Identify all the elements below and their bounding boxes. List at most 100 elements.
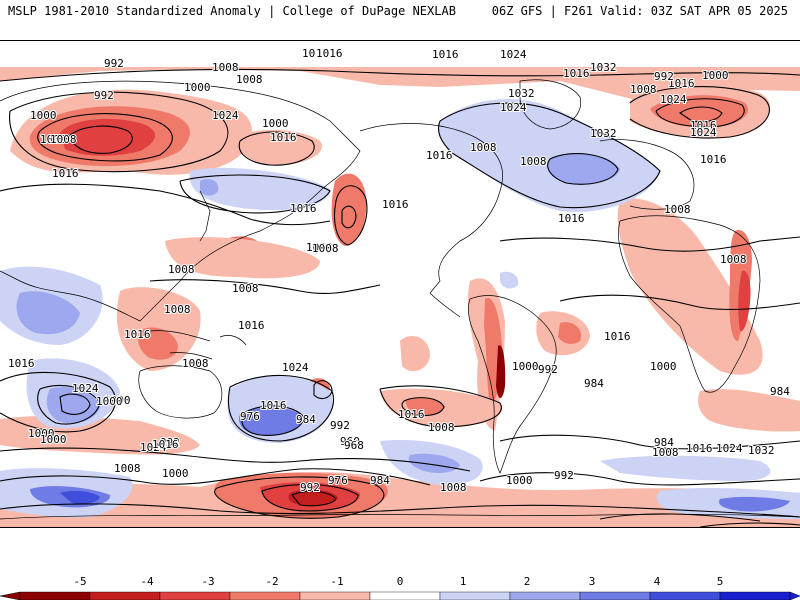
isobar-contour xyxy=(261,484,359,512)
isobar-label: 984 xyxy=(584,377,604,390)
isobar-label: 1016 xyxy=(563,67,590,80)
colorbar-segment xyxy=(19,591,91,600)
isobar-contour xyxy=(0,447,471,472)
isobar-label: 1008 xyxy=(470,141,497,154)
isobar-label: 1016 xyxy=(700,153,727,166)
isobar-label: 1008 xyxy=(312,242,339,255)
isobar-contour xyxy=(228,374,335,442)
isobar-label: 1016 xyxy=(686,442,713,455)
colorbar-segment xyxy=(439,591,511,600)
isobar-label: 1000 xyxy=(184,81,211,94)
coastline xyxy=(149,330,247,360)
anomaly-region xyxy=(16,291,80,335)
isobar-label: 1016 xyxy=(432,48,459,61)
isobar-label: 1024 xyxy=(212,109,239,122)
colorbar-segment xyxy=(159,591,231,600)
isobar-contour xyxy=(333,185,368,246)
isobar-contour xyxy=(37,113,173,162)
isobar-label: 976 xyxy=(328,474,348,487)
anomaly-region xyxy=(405,397,445,416)
isobar-label: 1032 xyxy=(508,87,535,100)
anomaly-colorbar xyxy=(0,591,800,600)
colorbar-tick-label: 2 xyxy=(523,575,531,588)
colorbar-segment xyxy=(509,591,581,600)
isobar-label: 1016 xyxy=(152,438,179,451)
isobar-label: 992 xyxy=(94,89,114,102)
colorbar-arrow-right xyxy=(789,591,800,600)
isobar-contour xyxy=(0,468,431,486)
isobar-label: 1000 xyxy=(650,360,677,373)
isobar-contour xyxy=(499,434,800,450)
anomaly-region xyxy=(547,153,620,185)
isobar-label: 1024 xyxy=(72,382,99,395)
isobar-contour xyxy=(37,384,101,425)
isobar-label: 1024 xyxy=(660,93,687,106)
isobar-label: 1016 xyxy=(260,399,287,412)
isobar-contour xyxy=(341,205,357,229)
isobar-label: 1032 xyxy=(590,127,617,140)
anomaly-region xyxy=(0,472,800,527)
isobar-label: 1000 xyxy=(28,427,55,440)
isobar-label: 1016 xyxy=(426,149,453,162)
coastline xyxy=(618,215,761,393)
isobar-contour xyxy=(699,522,800,527)
isobar-contour xyxy=(179,174,331,214)
colorbar-tick-label: 5 xyxy=(716,575,724,588)
anomaly-region xyxy=(165,237,320,279)
isobar-label: 1008 xyxy=(114,462,141,475)
isobar-label: 1016 xyxy=(8,357,35,370)
isobar-label: 1008 xyxy=(50,133,77,146)
isobar-label: 976 xyxy=(240,410,260,423)
colorbar-segment xyxy=(579,591,651,600)
colorbar-tick-label: -4 xyxy=(140,575,154,588)
isobar-label: 1000 xyxy=(104,394,131,407)
isobar-contour xyxy=(479,472,800,486)
isobar-contour xyxy=(379,385,502,428)
coastline xyxy=(519,79,582,130)
map-title: MSLP 1981-2010 Standardized Anomaly | Co… xyxy=(8,4,456,18)
colorbar-segment xyxy=(89,591,161,600)
isobar-label: 1024 xyxy=(690,126,717,139)
colorbar-tick-label: 1 xyxy=(459,575,467,588)
isobar-label: 992 xyxy=(538,363,558,376)
isobar-label: 1008 xyxy=(232,282,259,295)
colorbar-arrow-left xyxy=(0,591,21,600)
colorbar-tick-label: 0 xyxy=(396,575,404,588)
anomaly-region xyxy=(650,95,749,128)
coastline xyxy=(0,513,800,520)
isobar-label: 1000 xyxy=(40,433,67,446)
colorbar-tick-label: -3 xyxy=(201,575,215,588)
anomaly-region xyxy=(558,322,582,344)
colorbar-segment xyxy=(369,591,441,600)
anomaly-region xyxy=(138,327,178,360)
isobar-label: 1008 xyxy=(428,421,455,434)
isobar-label: 984 xyxy=(770,385,790,398)
isobar-label: 1000 xyxy=(96,395,123,408)
coastline xyxy=(199,190,211,242)
isobar-label: 1008 xyxy=(664,203,691,216)
model-run-info: 06Z GFS | F261 Valid: 03Z SAT APR 05 202… xyxy=(491,4,788,18)
anomaly-region xyxy=(331,173,367,246)
isobar-label: 1008 xyxy=(630,83,657,96)
anomaly-region xyxy=(238,407,304,436)
isobar-label: 1024 xyxy=(140,441,167,454)
isobar-label: 1016 xyxy=(302,47,329,60)
anomaly-region xyxy=(200,179,219,196)
isobar-contour xyxy=(9,91,229,173)
isobar-label: 1016 xyxy=(558,212,585,225)
isobar-label: 1000 xyxy=(702,69,729,82)
coastline xyxy=(359,123,503,294)
isobar-contour xyxy=(599,513,761,522)
isobar-label: 992 xyxy=(160,436,180,449)
colorbar-segment xyxy=(719,591,791,600)
isobar-label: 1000 xyxy=(512,360,539,373)
isobar-label: 1016 xyxy=(316,47,343,60)
isobar-contour xyxy=(547,153,619,185)
anomaly-region xyxy=(600,455,771,481)
isobar-contour xyxy=(499,236,800,252)
coastline xyxy=(468,295,557,474)
isobar-contours xyxy=(0,68,800,527)
anomaly-region xyxy=(239,129,322,166)
coastline xyxy=(0,80,361,322)
anomaly-region xyxy=(738,270,751,332)
